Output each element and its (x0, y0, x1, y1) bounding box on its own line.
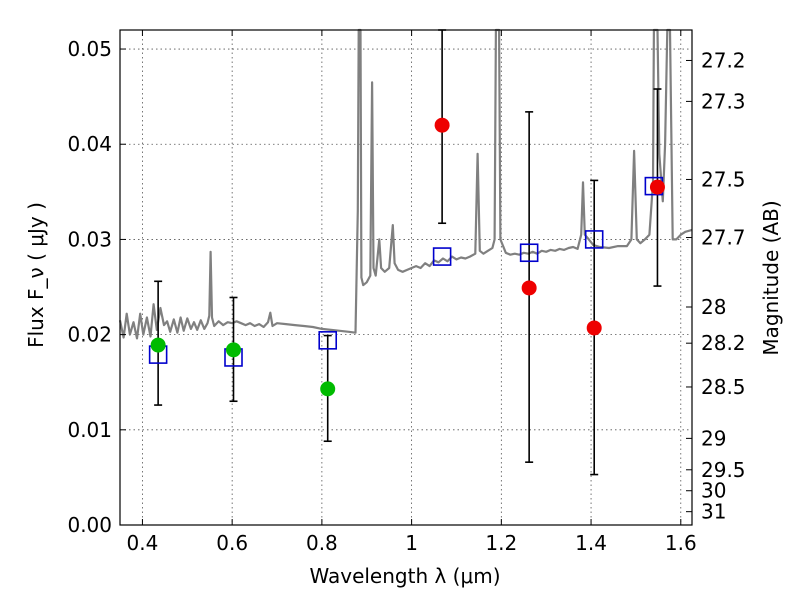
magnitude-tick-label-6: 28.5 (701, 375, 746, 399)
x-tick-label-5: 1.4 (575, 531, 607, 555)
x-tick-label-6: 1.6 (665, 531, 697, 555)
observed-photometry-dots (150, 117, 665, 397)
y-tick-label-3: 0.03 (67, 227, 112, 251)
x-tick-label-1: 0.6 (216, 531, 248, 555)
model-photometry-square-4 (519, 243, 539, 263)
magnitude-tick-label-5: 28.2 (701, 331, 746, 355)
non-detection-dot-3 (649, 179, 665, 195)
x-axis-label: Wavelength λ (μm) (309, 564, 500, 588)
x-tick-label-3: 1 (405, 531, 418, 555)
detection-dot-1 (226, 342, 242, 358)
y-axis-label: Flux F_ν ( μJy ) (24, 202, 48, 348)
model-photometry-square-3 (432, 247, 452, 266)
x-tick-label-4: 1.2 (485, 531, 517, 555)
magnitude-axis-label: Magnitude (AB) (759, 200, 783, 355)
x-axis-ticks: 0.4 0.6 0.8 1 1.2 1.4 1.6 (127, 30, 697, 555)
x-tick-label-0: 0.4 (127, 531, 159, 555)
magnitude-tick-label-8: 29.5 (701, 458, 746, 482)
y-tick-label-0: 0.00 (67, 513, 112, 537)
y-tick-label-1: 0.01 (67, 418, 112, 442)
magnitude-tick-label-2: 27.5 (701, 167, 746, 191)
magnitude-tick-label-7: 29 (701, 426, 726, 450)
model-photometry-square-5 (584, 230, 604, 249)
detection-dot-2 (320, 381, 336, 397)
plot-frame (119, 29, 693, 526)
model-spectrum (118, 28, 693, 340)
non-detection-dot-0 (434, 117, 450, 133)
model-spectrum-line (118, 28, 693, 340)
magnitude-tick-label-0: 27.2 (701, 48, 746, 72)
magnitude-tick-label-10: 31 (701, 500, 726, 524)
y-tick-label-2: 0.02 (67, 323, 112, 347)
y-tick-label-5: 0.05 (67, 37, 112, 61)
magnitude-tick-label-4: 28 (701, 295, 726, 319)
y-axis-ticks: 0.00 0.01 0.02 0.03 0.04 0.05 (67, 37, 126, 537)
magnitude-tick-label-9: 30 (701, 479, 726, 503)
detection-dot-0 (150, 337, 166, 353)
y-tick-label-4: 0.04 (67, 132, 112, 156)
non-detection-dot-1 (521, 280, 537, 296)
model-photometry-square-2 (318, 331, 338, 350)
x-tick-label-2: 0.8 (306, 531, 338, 555)
magnitude-tick-label-3: 27.7 (701, 226, 746, 250)
non-detection-dot-2 (586, 320, 602, 336)
magnitude-tick-label-1: 27.3 (701, 89, 746, 113)
